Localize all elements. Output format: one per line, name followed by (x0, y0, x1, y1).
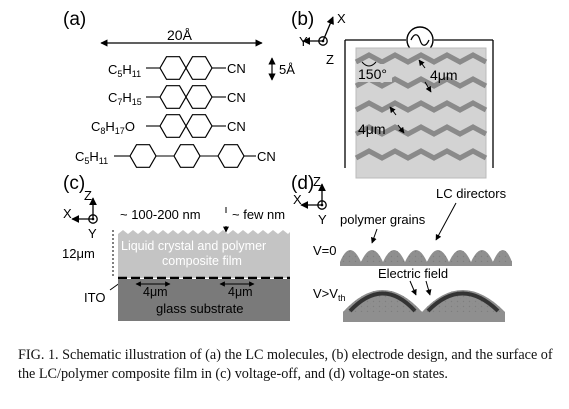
molecule-3: C8H17O CN (91, 114, 246, 138)
benzene-ring (185, 85, 213, 109)
molecule-2: C7H15 CN (108, 85, 246, 109)
molecule-3-right-group: CN (227, 119, 246, 134)
molecule-3-left-group: C8H17O (91, 119, 135, 136)
benzene-ring (159, 114, 187, 138)
molecule-4: C5H11 CN (75, 144, 276, 168)
height-label: ~ few nm (232, 207, 285, 222)
molecule-1-left-group: C5H11 (108, 62, 141, 79)
length-label: 20Å (167, 27, 193, 43)
panel-d-label: (d) (291, 173, 314, 194)
gap-label-2: 4μm (228, 285, 253, 299)
axis-x-label: X (293, 192, 302, 207)
figure-canvas: (a) 20Å 5Å C5H11 CN C7H15 CN C8H17O (62, 9, 512, 322)
directors-label: LC directors (436, 186, 507, 201)
panel-d: (d) Z X Y LC directors polymer grains V=… (291, 173, 512, 322)
zigzag-electrodes (354, 52, 488, 161)
film-rough-surface (118, 230, 290, 234)
molecule-2-left-group: C7H15 (108, 90, 142, 107)
spacing-label-1: 4μm (430, 67, 458, 83)
axis-z-label: Z (326, 52, 334, 67)
panel-c: (c) Z X Y ~ 100-200 nm ~ few nm Liquid c… (62, 173, 290, 321)
benzene-ring (159, 85, 187, 109)
composite-film-layer (118, 234, 290, 278)
axis-x-label: X (63, 206, 72, 221)
axis-y-label: Y (88, 226, 97, 241)
molecule-4-left-group: C5H11 (75, 149, 108, 166)
film-label-1: Liquid crystal and polymer (121, 239, 266, 253)
ito-label: ITO (84, 290, 105, 305)
film-label-2: composite film (162, 254, 242, 268)
molecule-4-right-group: CN (257, 149, 276, 164)
substrate-label: glass substrate (156, 301, 243, 316)
axis-y-label: Y (318, 212, 327, 227)
panel-a-label: (a) (63, 9, 86, 30)
axis-y-label: Y (299, 34, 308, 49)
figure-caption: FIG. 1. Schematic illustration of (a) th… (18, 347, 553, 382)
grains-label: polymer grains (340, 212, 426, 227)
thickness-label: 12μm (62, 246, 95, 261)
angle-label: 150° (358, 66, 387, 82)
panel-b-label: (b) (291, 9, 314, 30)
von-label: V>Vth (313, 286, 345, 303)
benzene-ring (185, 114, 213, 138)
field-arc-left (348, 291, 417, 313)
axis-z-label: Z (313, 174, 321, 189)
field-arc-right (426, 291, 500, 313)
axis-z-label: Z (84, 188, 92, 203)
axis-x-label: X (337, 11, 346, 26)
benzene-ring (129, 144, 157, 168)
ac-voltage-source (344, 26, 494, 168)
voff-label: V=0 (313, 243, 337, 258)
spacing-label-2: 4μm (358, 121, 386, 137)
gap-label-1: 4μm (143, 285, 168, 299)
field-label: Electric field (378, 266, 448, 281)
axis-x-arrow (322, 16, 334, 42)
panel-c-label: (c) (63, 173, 85, 194)
width-label: 5Å (279, 62, 295, 77)
molecule-2-right-group: CN (227, 90, 246, 105)
molecule-1: C5H11 CN (108, 56, 246, 80)
roughness-label: ~ 100-200 nm (120, 207, 201, 222)
panel-a: (a) 20Å 5Å C5H11 CN C7H15 CN C8H17O (63, 9, 295, 168)
benzene-ring (159, 56, 187, 80)
molecule-1-right-group: CN (227, 61, 246, 76)
benzene-ring (185, 56, 213, 80)
benzene-ring (217, 144, 245, 168)
panel-b: (b) X Y Z 150° 4μm (291, 9, 494, 179)
benzene-ring (173, 144, 201, 168)
